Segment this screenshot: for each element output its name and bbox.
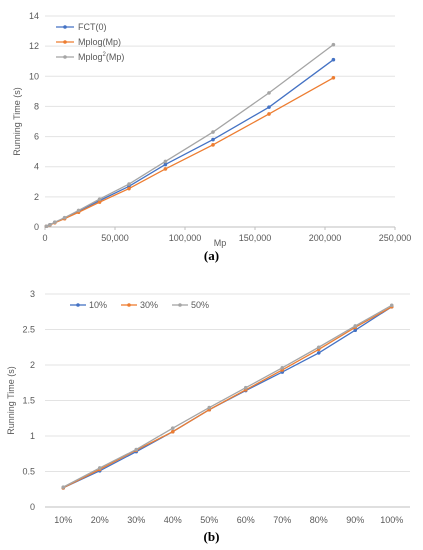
x-tick-label: 60% (237, 515, 255, 525)
y-tick-label: 2 (30, 360, 35, 370)
legend-marker (63, 40, 67, 44)
y-tick-label: 6 (34, 132, 39, 142)
y-tick-label: 8 (34, 101, 39, 111)
data-point (127, 186, 131, 191)
data-point (243, 385, 248, 390)
x-tick-label: 80% (310, 515, 328, 525)
data-point (353, 328, 358, 333)
y-tick-label: 2 (34, 192, 39, 202)
legend-marker (63, 25, 67, 29)
chart-b-svg: 0 0.5 1 1.5 2 2.5 3 10% 20% 30% 40% 50% 60% 70% 80% 90%… (6, 289, 410, 525)
x-tick-label: 40% (164, 515, 182, 525)
legend-label: Mplog(Mp) (78, 37, 121, 47)
legend-marker (178, 303, 182, 307)
y-tick-label: 3 (30, 289, 35, 299)
series-line (62, 304, 393, 488)
data-point (48, 222, 52, 227)
x-tick-label: 50% (200, 515, 218, 525)
data-point (331, 57, 336, 62)
y-axis-label: Running Time (s) (12, 87, 22, 156)
legend-label: 30% (140, 300, 158, 310)
series-line (46, 59, 334, 227)
data-point (331, 42, 336, 47)
x-axis-label: Mp (214, 238, 227, 248)
data-point (163, 162, 168, 167)
y-axis-label: Running Time (s) (6, 366, 16, 435)
legend-label-superscript: 2 (103, 52, 107, 58)
legend-marker (127, 303, 131, 307)
data-point (211, 137, 215, 142)
x-tick-label: 200,000 (309, 233, 342, 243)
x-tick-label: 0 (42, 233, 47, 243)
x-tick-label: 250,000 (379, 233, 412, 243)
caption-b: (b) (203, 529, 220, 544)
data-point (267, 91, 271, 95)
y-tick-label: 10 (29, 71, 39, 81)
legend-label: FCT(0) (78, 22, 107, 32)
legend-label: 50% (191, 300, 209, 310)
data-point (76, 208, 81, 213)
data-point (97, 466, 102, 470)
x-tick-label: 20% (91, 515, 109, 525)
data-point (267, 112, 271, 116)
legend-label: 10% (89, 300, 107, 310)
data-point (127, 182, 131, 186)
data-point (163, 167, 168, 171)
series-line (62, 306, 393, 489)
data-point (316, 351, 321, 355)
x-tick-label: 30% (127, 515, 145, 525)
data-point (280, 366, 285, 370)
data-point (170, 429, 175, 434)
legend-label: Mplog2(Mp) (78, 52, 124, 62)
y-tick-label: 4 (34, 162, 39, 172)
legend-label-text: FCT(0) (78, 22, 107, 32)
y-tick-label: 1 (30, 431, 35, 441)
data-point (207, 405, 212, 410)
x-tick-label: 10% (54, 515, 72, 525)
data-point (389, 303, 394, 308)
legend-label-tail: (Mp) (106, 52, 125, 62)
chart-b-panel: 0 0.5 1 1.5 2 2.5 3 10% 20% 30% 40% 50% 60% 70% 80% 90%… (0, 277, 423, 550)
x-tick-label: 50,000 (101, 233, 129, 243)
data-point (97, 200, 102, 204)
x-tick-label: 100% (380, 515, 403, 525)
data-point (267, 105, 271, 109)
y-tick-label: 0 (30, 502, 35, 512)
y-tick-label: 2.5 (22, 325, 35, 335)
data-point (211, 143, 215, 147)
chart-a-panel: 0 2 4 6 8 10 12 14 0 50,000 100,000 150,000 200,000 2… (0, 0, 423, 270)
series-line (46, 44, 334, 227)
y-tick-label: 12 (29, 41, 39, 51)
y-tick-label: 1.5 (22, 396, 35, 406)
data-point (170, 426, 175, 430)
data-point (353, 324, 358, 328)
data-point (211, 130, 215, 134)
data-point (53, 220, 57, 224)
x-tick-label: 90% (346, 515, 364, 525)
legend-marker (76, 303, 80, 307)
legend-marker (63, 55, 67, 59)
data-point (62, 215, 67, 220)
data-point (163, 159, 168, 164)
data-point (134, 447, 139, 452)
caption-a: (a) (203, 248, 220, 263)
data-point (61, 485, 66, 489)
x-tick-label: 70% (273, 515, 291, 525)
y-tick-label: 14 (29, 11, 39, 21)
data-point (316, 345, 321, 350)
y-tick-label: 0 (34, 222, 39, 232)
chart-a-svg: 0 2 4 6 8 10 12 14 0 50,000 100,000 150,000 200,000 2… (12, 11, 412, 248)
legend-label-text: Mplog (78, 52, 103, 62)
data-point (97, 197, 102, 201)
legend-label-text: Mplog(Mp) (78, 37, 121, 47)
data-point (44, 224, 49, 229)
x-tick-label: 150,000 (239, 233, 272, 243)
data-point (331, 75, 336, 80)
y-tick-label: 0.5 (22, 467, 35, 477)
x-tick-label: 100,000 (169, 233, 202, 243)
